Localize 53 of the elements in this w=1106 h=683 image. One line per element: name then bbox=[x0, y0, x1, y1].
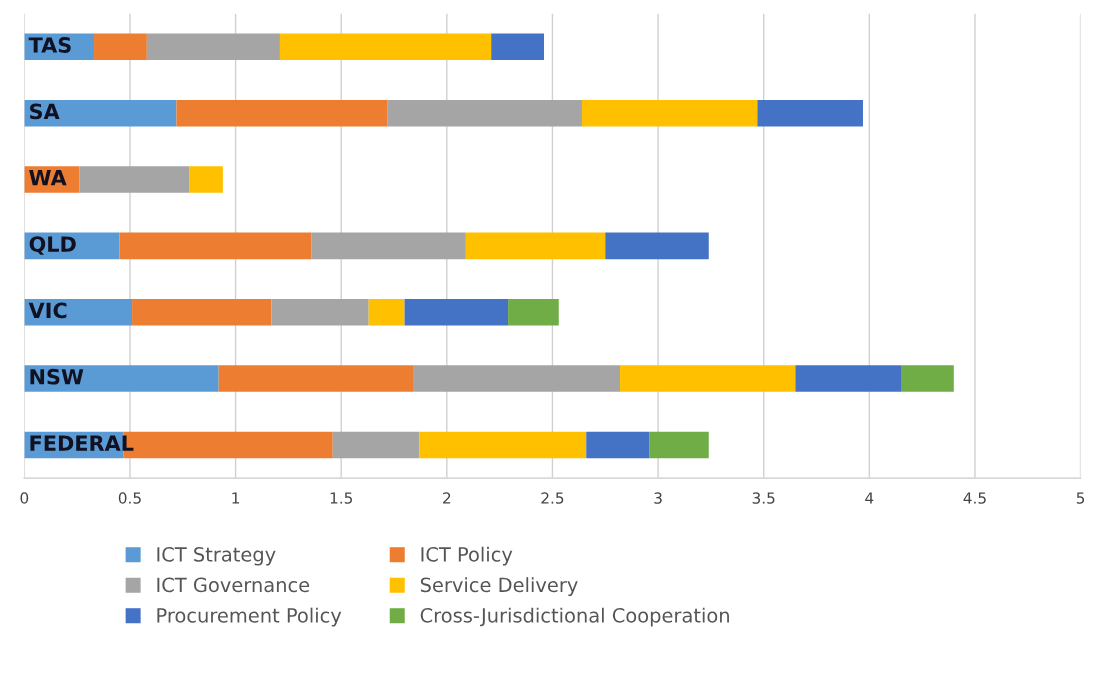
bar bbox=[413, 365, 621, 392]
y-tick-label: SA bbox=[30, 103, 60, 120]
x-tick-label: 4 bbox=[865, 492, 874, 504]
bar bbox=[24, 99, 177, 127]
bar bbox=[24, 365, 219, 392]
bar bbox=[119, 232, 312, 260]
bar bbox=[757, 99, 863, 127]
bar bbox=[332, 431, 420, 459]
legend-label: ICT Policy bbox=[421, 546, 513, 566]
bar bbox=[176, 99, 388, 127]
x-tick-label: 0 bbox=[20, 492, 29, 504]
bar bbox=[582, 99, 758, 127]
y-tick-label: VIC bbox=[28, 302, 67, 319]
bar bbox=[279, 33, 492, 61]
bar bbox=[620, 365, 796, 392]
bar bbox=[419, 431, 587, 459]
x-tick-label: 2.5 bbox=[541, 492, 564, 504]
y-tick-label: NSW bbox=[30, 368, 84, 385]
legend-label: ICT Strategy bbox=[157, 547, 276, 566]
legend-label: Service Delivery bbox=[420, 577, 578, 596]
bar bbox=[311, 232, 466, 260]
bar bbox=[94, 33, 147, 61]
x-tick-label: 2 bbox=[443, 492, 451, 504]
bar bbox=[404, 298, 509, 326]
bar bbox=[586, 431, 650, 459]
legend-label: Procurement Policy bbox=[157, 607, 342, 627]
x-tick-label: 1 bbox=[232, 492, 240, 504]
bar bbox=[465, 232, 606, 260]
x-tick-label: 1.5 bbox=[330, 492, 353, 504]
bar bbox=[508, 298, 559, 326]
bar bbox=[218, 365, 414, 392]
bar bbox=[132, 298, 272, 326]
bar bbox=[271, 298, 369, 326]
bar bbox=[189, 166, 223, 193]
y-tick-label: QLD bbox=[29, 236, 76, 255]
bar bbox=[649, 431, 709, 459]
y-tick-label: WA bbox=[29, 170, 67, 186]
x-tick-label: 5 bbox=[1076, 492, 1085, 504]
x-tick-label: 0.5 bbox=[118, 492, 141, 504]
legend-label: ICT Governance bbox=[157, 577, 310, 593]
y-tick-label: TAS bbox=[28, 37, 71, 53]
bar bbox=[387, 99, 583, 127]
legend-label: Cross-Jurisdictional Cooperation bbox=[420, 607, 729, 627]
bar bbox=[491, 33, 544, 61]
bar bbox=[901, 365, 954, 392]
x-tick-label: 3.5 bbox=[752, 492, 775, 504]
x-tick-label: 3 bbox=[654, 492, 662, 504]
bar bbox=[368, 298, 405, 326]
bar bbox=[79, 166, 190, 193]
bar bbox=[795, 365, 901, 392]
bar bbox=[605, 232, 709, 260]
bar bbox=[146, 33, 280, 61]
x-tick-label: 4.5 bbox=[963, 492, 986, 504]
